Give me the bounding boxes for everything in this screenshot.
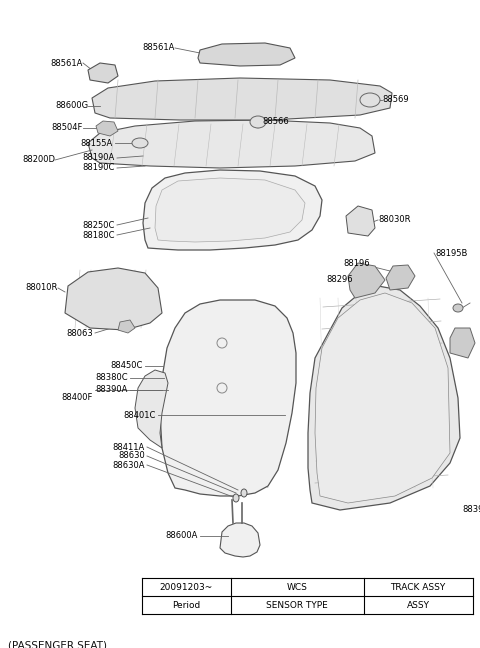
Polygon shape	[118, 320, 135, 333]
Text: WCS: WCS	[287, 583, 308, 592]
Polygon shape	[92, 78, 392, 120]
Ellipse shape	[250, 116, 266, 128]
Polygon shape	[450, 328, 475, 358]
Text: 88195B: 88195B	[435, 248, 468, 257]
Polygon shape	[220, 523, 260, 557]
Text: ASSY: ASSY	[407, 601, 430, 610]
Text: 88450C: 88450C	[110, 362, 143, 371]
Text: 88196: 88196	[343, 259, 370, 268]
Polygon shape	[308, 286, 460, 510]
Polygon shape	[315, 293, 450, 503]
Ellipse shape	[132, 138, 148, 148]
Text: 88630: 88630	[118, 452, 145, 461]
Polygon shape	[346, 206, 375, 236]
Text: 88411A: 88411A	[113, 443, 145, 452]
Text: 88630A: 88630A	[112, 461, 145, 470]
Polygon shape	[348, 263, 385, 298]
Text: TRACK ASSY: TRACK ASSY	[391, 583, 446, 592]
Text: 88390A: 88390A	[96, 386, 128, 395]
Polygon shape	[155, 178, 305, 242]
Polygon shape	[88, 120, 375, 168]
Polygon shape	[88, 63, 118, 83]
Text: 88566: 88566	[262, 117, 289, 126]
Polygon shape	[135, 370, 168, 448]
Text: Period: Period	[172, 601, 201, 610]
Text: SENSOR TYPE: SENSOR TYPE	[266, 601, 328, 610]
Polygon shape	[143, 170, 322, 250]
Ellipse shape	[241, 489, 247, 497]
Polygon shape	[198, 43, 295, 66]
Text: 88600A: 88600A	[166, 531, 198, 540]
Text: 88561A: 88561A	[50, 58, 83, 67]
Text: 88561A: 88561A	[143, 43, 175, 52]
Polygon shape	[96, 121, 118, 136]
Text: 88296: 88296	[326, 275, 353, 284]
Text: 88010R: 88010R	[25, 284, 58, 292]
Ellipse shape	[453, 304, 463, 312]
Text: 88504F: 88504F	[52, 124, 83, 132]
Polygon shape	[160, 300, 296, 496]
Text: 88250C: 88250C	[83, 220, 115, 229]
Text: 88390Z: 88390Z	[462, 505, 480, 515]
Ellipse shape	[360, 93, 380, 107]
Text: 88380C: 88380C	[96, 373, 128, 382]
Text: 88200D: 88200D	[22, 156, 55, 165]
Text: 88190A: 88190A	[83, 154, 115, 163]
Text: 88030R: 88030R	[378, 216, 410, 224]
Text: 88600G: 88600G	[55, 102, 88, 111]
Polygon shape	[386, 265, 415, 290]
Text: 88400F: 88400F	[61, 393, 93, 402]
Ellipse shape	[233, 494, 239, 502]
Text: 88401C: 88401C	[124, 410, 156, 419]
Text: 20091203~: 20091203~	[160, 583, 213, 592]
Text: 88569: 88569	[382, 95, 408, 104]
Text: 88155A: 88155A	[81, 139, 113, 148]
Text: (PASSENGER SEAT): (PASSENGER SEAT)	[8, 640, 107, 648]
Text: 88063: 88063	[66, 329, 93, 338]
Text: 88180C: 88180C	[83, 231, 115, 240]
Text: 88190C: 88190C	[83, 163, 115, 172]
Polygon shape	[65, 268, 162, 330]
